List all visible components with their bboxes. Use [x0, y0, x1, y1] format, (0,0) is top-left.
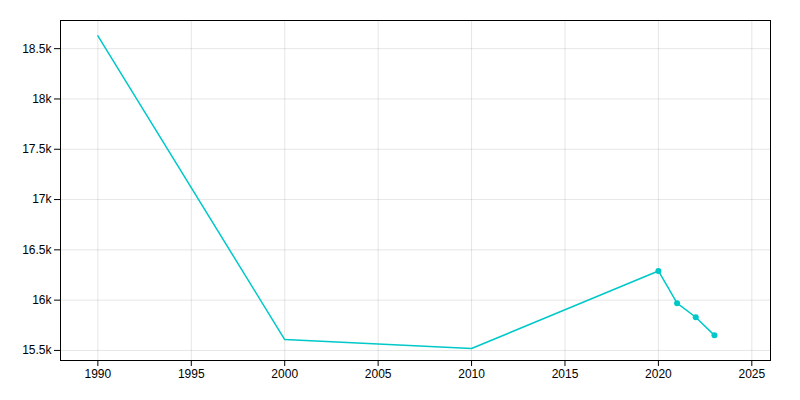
svg-text:16.5k: 16.5k	[22, 243, 52, 257]
svg-text:2015: 2015	[552, 367, 579, 381]
svg-text:2005: 2005	[365, 367, 392, 381]
svg-text:17.5k: 17.5k	[22, 142, 52, 156]
svg-text:2000: 2000	[271, 367, 298, 381]
svg-text:1995: 1995	[178, 367, 205, 381]
svg-text:17k: 17k	[32, 192, 52, 206]
svg-text:18.5k: 18.5k	[22, 42, 52, 56]
svg-text:2010: 2010	[458, 367, 485, 381]
svg-text:15.5k: 15.5k	[22, 343, 52, 357]
svg-text:2020: 2020	[645, 367, 672, 381]
svg-text:16k: 16k	[32, 293, 52, 307]
svg-text:2025: 2025	[738, 367, 765, 381]
svg-text:18k: 18k	[32, 92, 52, 106]
svg-text:1990: 1990	[85, 367, 112, 381]
